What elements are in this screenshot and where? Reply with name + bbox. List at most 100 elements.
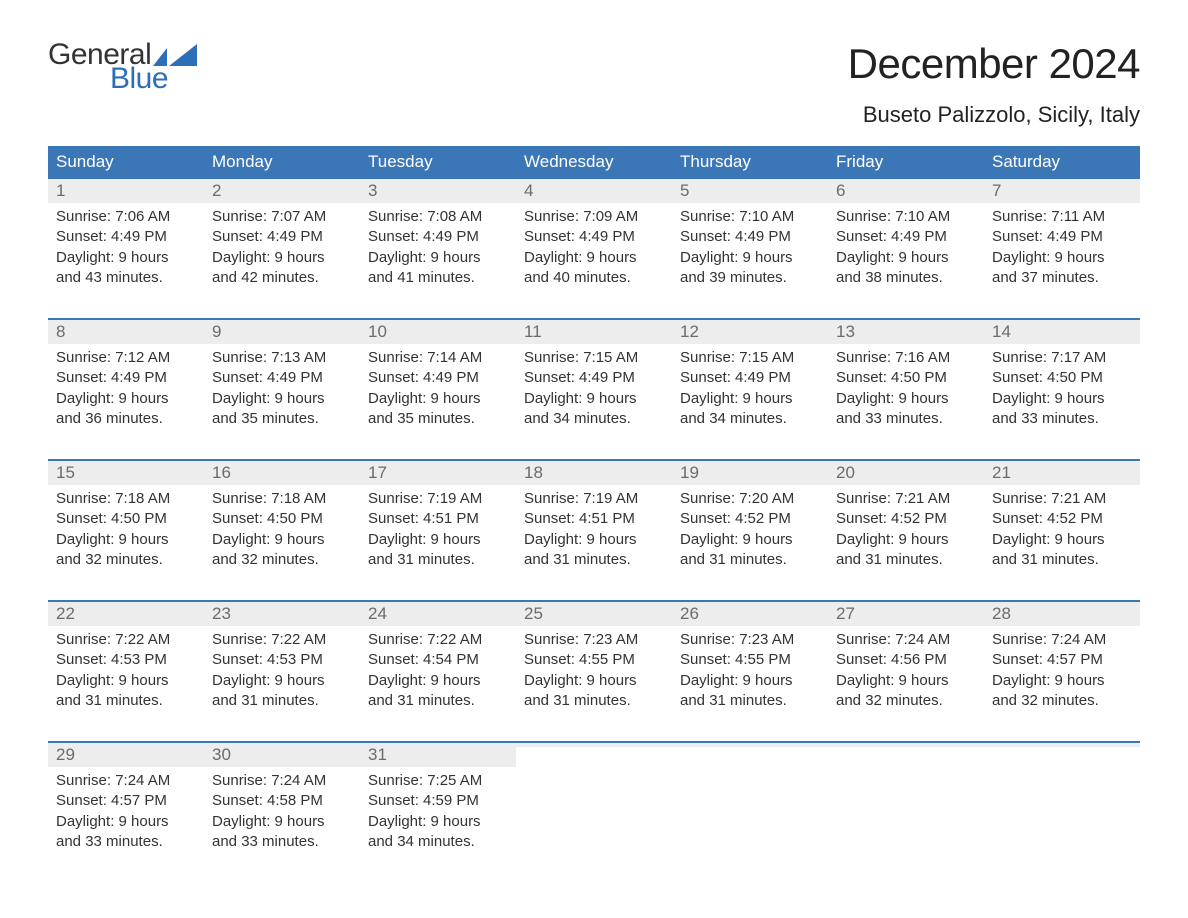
calendar-day: 22Sunrise: 7:22 AMSunset: 4:53 PMDayligh… (48, 602, 204, 723)
day-line-sunrise: Sunrise: 7:15 AM (680, 348, 820, 368)
day-line-sunset: Sunset: 4:53 PM (56, 650, 196, 670)
day-number: 29 (56, 745, 196, 765)
weekday-header: Friday (828, 146, 984, 179)
day-line-d2: and 32 minutes. (212, 550, 352, 570)
day-line-d1: Daylight: 9 hours (212, 671, 352, 691)
day-number: 1 (56, 181, 196, 201)
day-line-d1: Daylight: 9 hours (368, 671, 508, 691)
day-body: Sunrise: 7:22 AMSunset: 4:54 PMDaylight:… (360, 626, 516, 723)
day-line-d2: and 41 minutes. (368, 268, 508, 288)
title-block: December 2024 Buseto Palizzolo, Sicily, … (848, 40, 1140, 128)
calendar-day: 19Sunrise: 7:20 AMSunset: 4:52 PMDayligh… (672, 461, 828, 582)
day-number: 27 (836, 604, 976, 624)
day-number: 3 (368, 181, 508, 201)
day-line-d2: and 33 minutes. (992, 409, 1132, 429)
calendar-week: 15Sunrise: 7:18 AMSunset: 4:50 PMDayligh… (48, 459, 1140, 582)
day-body: Sunrise: 7:19 AMSunset: 4:51 PMDaylight:… (516, 485, 672, 582)
calendar-day: 8Sunrise: 7:12 AMSunset: 4:49 PMDaylight… (48, 320, 204, 441)
calendar-day: 25Sunrise: 7:23 AMSunset: 4:55 PMDayligh… (516, 602, 672, 723)
calendar-day: 28Sunrise: 7:24 AMSunset: 4:57 PMDayligh… (984, 602, 1140, 723)
day-line-sunset: Sunset: 4:53 PM (212, 650, 352, 670)
day-line-d2: and 40 minutes. (524, 268, 664, 288)
day-body: Sunrise: 7:16 AMSunset: 4:50 PMDaylight:… (828, 344, 984, 441)
calendar-day: 13Sunrise: 7:16 AMSunset: 4:50 PMDayligh… (828, 320, 984, 441)
day-line-d1: Daylight: 9 hours (368, 530, 508, 550)
weekday-header: Sunday (48, 146, 204, 179)
day-line-d2: and 35 minutes. (368, 409, 508, 429)
page-title: December 2024 (848, 40, 1140, 88)
day-line-sunrise: Sunrise: 7:19 AM (368, 489, 508, 509)
day-line-sunset: Sunset: 4:50 PM (212, 509, 352, 529)
day-line-d1: Daylight: 9 hours (992, 248, 1132, 268)
day-number: 22 (56, 604, 196, 624)
day-line-d1: Daylight: 9 hours (524, 248, 664, 268)
calendar-day: 20Sunrise: 7:21 AMSunset: 4:52 PMDayligh… (828, 461, 984, 582)
day-number-bar: 21 (984, 461, 1140, 485)
day-number: 26 (680, 604, 820, 624)
day-line-d2: and 36 minutes. (56, 409, 196, 429)
day-number: 28 (992, 604, 1132, 624)
day-line-d2: and 38 minutes. (836, 268, 976, 288)
day-body: Sunrise: 7:06 AMSunset: 4:49 PMDaylight:… (48, 203, 204, 300)
day-number-bar: 5 (672, 179, 828, 203)
day-number: 13 (836, 322, 976, 342)
day-number-bar: 1 (48, 179, 204, 203)
calendar-day: 4Sunrise: 7:09 AMSunset: 4:49 PMDaylight… (516, 179, 672, 300)
day-line-d2: and 34 minutes. (680, 409, 820, 429)
day-line-d1: Daylight: 9 hours (836, 530, 976, 550)
day-line-d2: and 43 minutes. (56, 268, 196, 288)
day-line-sunset: Sunset: 4:58 PM (212, 791, 352, 811)
calendar-day: 26Sunrise: 7:23 AMSunset: 4:55 PMDayligh… (672, 602, 828, 723)
day-body (984, 747, 1140, 763)
day-line-d1: Daylight: 9 hours (992, 671, 1132, 691)
day-number-bar: 2 (204, 179, 360, 203)
day-line-sunset: Sunset: 4:49 PM (212, 227, 352, 247)
day-line-d2: and 31 minutes. (56, 691, 196, 711)
day-line-d1: Daylight: 9 hours (836, 389, 976, 409)
day-number: 25 (524, 604, 664, 624)
day-number-bar: 30 (204, 743, 360, 767)
calendar-day: 31Sunrise: 7:25 AMSunset: 4:59 PMDayligh… (360, 743, 516, 864)
day-line-sunset: Sunset: 4:51 PM (368, 509, 508, 529)
day-number: 18 (524, 463, 664, 483)
day-line-sunrise: Sunrise: 7:22 AM (56, 630, 196, 650)
calendar-day-empty (984, 743, 1140, 864)
day-line-sunrise: Sunrise: 7:15 AM (524, 348, 664, 368)
calendar-day: 24Sunrise: 7:22 AMSunset: 4:54 PMDayligh… (360, 602, 516, 723)
day-line-sunrise: Sunrise: 7:06 AM (56, 207, 196, 227)
calendar-day-empty (516, 743, 672, 864)
day-body: Sunrise: 7:10 AMSunset: 4:49 PMDaylight:… (672, 203, 828, 300)
day-body: Sunrise: 7:09 AMSunset: 4:49 PMDaylight:… (516, 203, 672, 300)
day-number: 7 (992, 181, 1132, 201)
day-line-sunrise: Sunrise: 7:23 AM (524, 630, 664, 650)
calendar-day: 2Sunrise: 7:07 AMSunset: 4:49 PMDaylight… (204, 179, 360, 300)
day-line-sunset: Sunset: 4:51 PM (524, 509, 664, 529)
day-line-sunrise: Sunrise: 7:21 AM (836, 489, 976, 509)
day-body: Sunrise: 7:17 AMSunset: 4:50 PMDaylight:… (984, 344, 1140, 441)
day-body: Sunrise: 7:15 AMSunset: 4:49 PMDaylight:… (672, 344, 828, 441)
day-line-sunrise: Sunrise: 7:12 AM (56, 348, 196, 368)
day-number: 30 (212, 745, 352, 765)
day-line-sunset: Sunset: 4:49 PM (680, 227, 820, 247)
day-number-bar: 15 (48, 461, 204, 485)
day-line-sunrise: Sunrise: 7:25 AM (368, 771, 508, 791)
day-line-sunset: Sunset: 4:49 PM (992, 227, 1132, 247)
day-line-sunrise: Sunrise: 7:11 AM (992, 207, 1132, 227)
day-body: Sunrise: 7:14 AMSunset: 4:49 PMDaylight:… (360, 344, 516, 441)
header-row: General Blue December 2024 Buseto Palizz… (48, 40, 1140, 128)
day-line-sunrise: Sunrise: 7:24 AM (56, 771, 196, 791)
day-line-d1: Daylight: 9 hours (212, 812, 352, 832)
day-number-bar: 19 (672, 461, 828, 485)
day-line-d2: and 31 minutes. (836, 550, 976, 570)
day-line-sunrise: Sunrise: 7:16 AM (836, 348, 976, 368)
calendar-day: 16Sunrise: 7:18 AMSunset: 4:50 PMDayligh… (204, 461, 360, 582)
calendar-day: 27Sunrise: 7:24 AMSunset: 4:56 PMDayligh… (828, 602, 984, 723)
day-number-bar: 4 (516, 179, 672, 203)
calendar-day: 10Sunrise: 7:14 AMSunset: 4:49 PMDayligh… (360, 320, 516, 441)
day-body: Sunrise: 7:11 AMSunset: 4:49 PMDaylight:… (984, 203, 1140, 300)
day-body: Sunrise: 7:12 AMSunset: 4:49 PMDaylight:… (48, 344, 204, 441)
day-number: 2 (212, 181, 352, 201)
day-line-d2: and 32 minutes. (56, 550, 196, 570)
weekday-header-row: SundayMondayTuesdayWednesdayThursdayFrid… (48, 146, 1140, 179)
logo-text-blue: Blue (110, 64, 197, 94)
